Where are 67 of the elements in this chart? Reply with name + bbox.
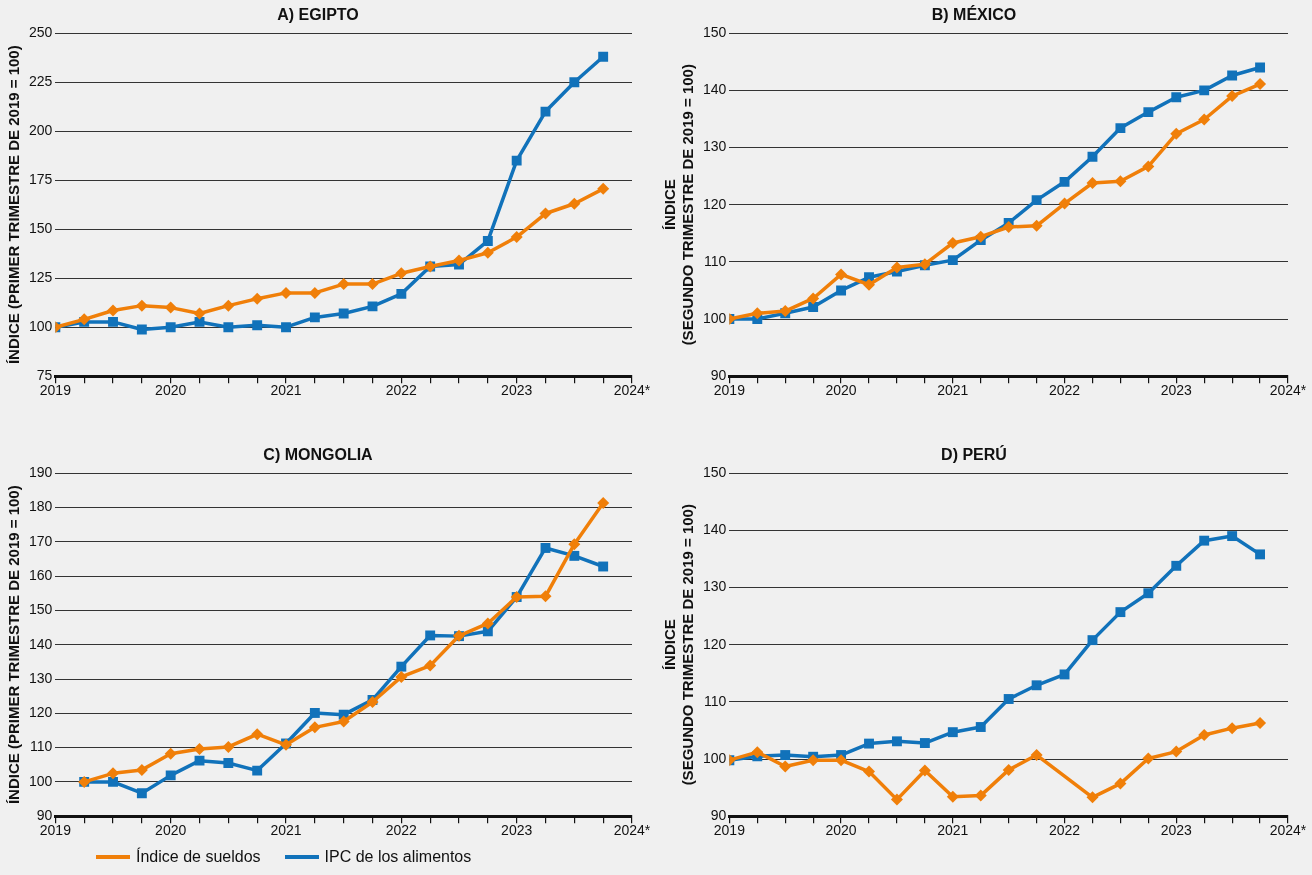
- chart-title: B) MÉXICO: [931, 5, 1017, 24]
- x-tick-label: 2021: [937, 382, 969, 399]
- y-tick-label: 140: [703, 81, 727, 98]
- x-tick-label: 2022: [385, 382, 418, 399]
- x-tick-label: 2020: [825, 822, 857, 839]
- x-tick-label: 2024*: [1269, 382, 1307, 399]
- x-tick-label: 2023: [1160, 822, 1193, 839]
- y-tick-label: 130: [703, 138, 727, 155]
- y-tick-label: 130: [29, 669, 53, 686]
- x-tick-label: 2019: [713, 822, 746, 839]
- y-tick-label: 130: [703, 578, 727, 595]
- x-tick-label: 2020: [155, 382, 187, 399]
- x-tick-label: 2023: [501, 822, 533, 839]
- chart-title: D) PERÚ: [941, 445, 1007, 464]
- y-tick-label: 90: [710, 367, 727, 384]
- x-tick-label: 2019: [39, 822, 72, 839]
- y-axis-title: ÍNDICE (SEGUNDO TRIMESTRE DE 2019 = 100): [661, 504, 697, 786]
- x-tick-label: 2022: [1048, 382, 1081, 399]
- y-tick-label: 140: [703, 521, 727, 538]
- y-tick-label: 200: [29, 122, 53, 139]
- y-tick-label: 110: [704, 692, 727, 709]
- x-tick-label: 2021: [270, 382, 302, 399]
- y-tick-label: 160: [29, 566, 53, 583]
- x-tick-label: 2023: [1160, 382, 1193, 399]
- legend-label: Índice de sueldos: [136, 848, 261, 866]
- chart-title: C) MONGOLIA: [263, 446, 374, 464]
- y-tick-label: 90: [710, 807, 727, 824]
- x-tick-label: 2023: [501, 382, 533, 399]
- y-tick-label: 150: [703, 464, 727, 481]
- y-tick-label: 120: [29, 704, 53, 721]
- y-tick-label: 110: [30, 738, 53, 755]
- y-tick-label: 170: [29, 532, 53, 549]
- x-tick-label: 2019: [39, 382, 72, 399]
- x-tick-label: 2022: [385, 822, 418, 839]
- x-tick-label: 2024*: [1269, 822, 1307, 839]
- y-axis-title: ÍNDICE (SEGUNDO TRIMESTRE DE 2019 = 100): [661, 64, 697, 346]
- y-tick-label: 225: [29, 73, 53, 90]
- y-axis-title: ÍNDICE (PRIMER TRIMESTRE DE 2019 = 100): [5, 45, 23, 365]
- y-tick-label: 120: [703, 195, 727, 212]
- y-tick-label: 190: [29, 464, 53, 481]
- x-tick-label: 2021: [937, 822, 969, 839]
- y-tick-label: 100: [703, 749, 727, 766]
- x-tick-label: 2019: [713, 382, 746, 399]
- x-tick-label: 2020: [155, 822, 187, 839]
- legend-label: IPC de los alimentos: [324, 848, 472, 866]
- y-tick-label: 100: [703, 309, 727, 326]
- y-tick-label: 150: [703, 24, 727, 41]
- x-tick-label: 2022: [1048, 822, 1081, 839]
- chart-title: A) EGIPTO: [277, 6, 359, 24]
- x-tick-label: 2024*: [613, 382, 651, 399]
- y-tick-label: 100: [29, 318, 53, 335]
- y-axis-title: ÍNDICE (PRIMER TRIMESTRE DE 2019 = 100): [5, 485, 23, 805]
- y-tick-label: 75: [36, 367, 53, 384]
- y-tick-label: 180: [29, 498, 53, 515]
- y-tick-label: 250: [29, 24, 53, 41]
- y-tick-label: 100: [29, 772, 53, 789]
- x-tick-label: 2024*: [613, 822, 651, 839]
- y-tick-label: 110: [704, 252, 727, 269]
- y-tick-label: 125: [29, 269, 53, 286]
- y-tick-label: 150: [29, 220, 53, 237]
- y-tick-label: 140: [29, 635, 53, 652]
- y-tick-label: 175: [29, 171, 53, 188]
- y-tick-label: 120: [703, 635, 727, 652]
- x-tick-label: 2020: [825, 382, 857, 399]
- x-tick-label: 2021: [270, 822, 302, 839]
- y-tick-label: 150: [29, 601, 53, 618]
- y-tick-label: 90: [36, 807, 53, 824]
